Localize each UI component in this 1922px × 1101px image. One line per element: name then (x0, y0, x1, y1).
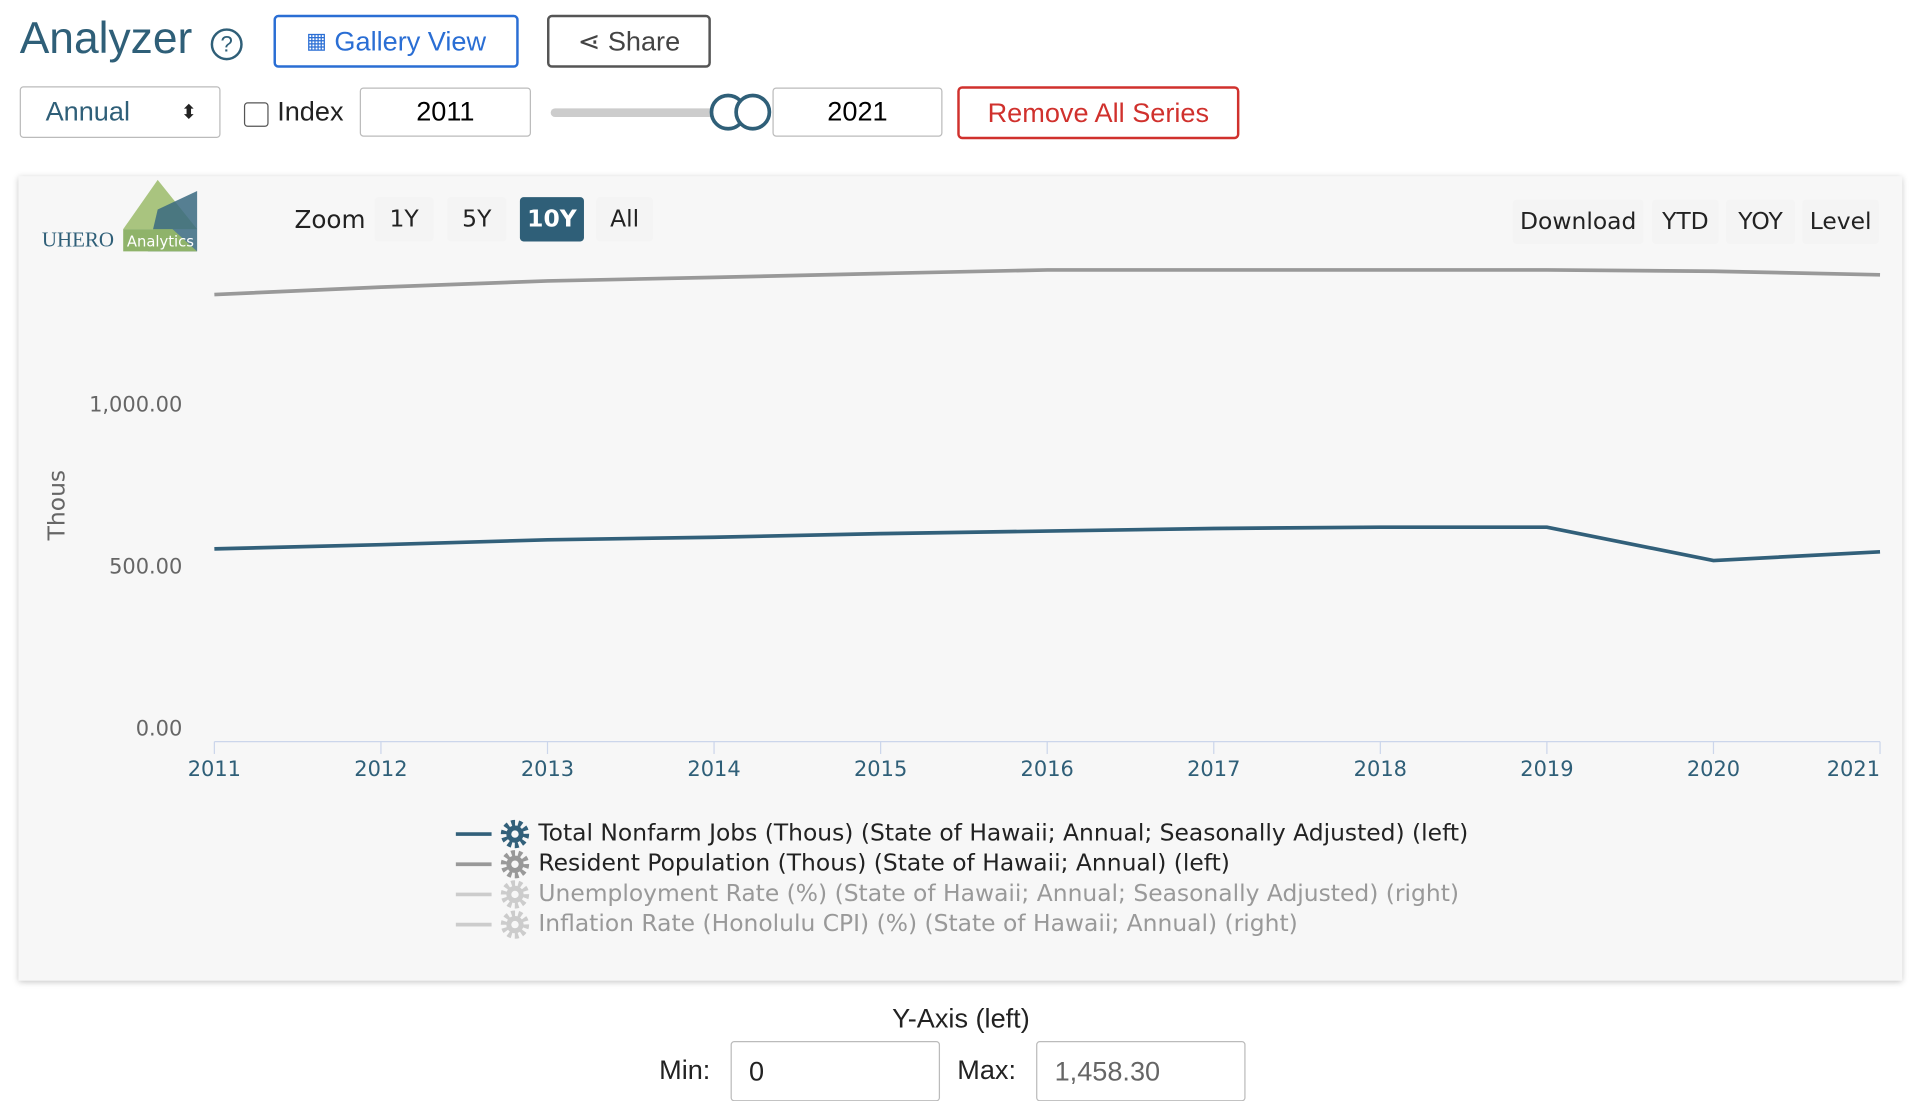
action-button[interactable]: YTD (1652, 199, 1719, 244)
x-tick-label: 2013 (521, 757, 574, 781)
y-axis-panel-title: Y-Axis (left) (892, 1002, 1030, 1034)
gallery-button[interactable]: ▦ Gallery View (273, 14, 519, 68)
legend-label: Total Nonfarm Jobs (Thous) (State of Haw… (537, 819, 1468, 847)
x-tick-label: 2021 (1827, 757, 1880, 781)
max-value: 1,458.30 (1054, 1055, 1161, 1087)
index-label: Index (277, 96, 344, 127)
x-tick-label: 2012 (354, 757, 407, 781)
chart-panel (18, 176, 1903, 981)
min-value: 0 (749, 1055, 765, 1087)
legend-label: Inflation Rate (Honolulu CPI) (%) (State… (538, 909, 1297, 937)
legend-gear (511, 830, 519, 838)
help-icon[interactable]: ? (210, 28, 243, 61)
remove-label: Remove All Series (987, 96, 1210, 128)
legend-label: Resident Population (Thous) (State of Ha… (538, 849, 1230, 877)
x-tick-label: 2017 (1187, 757, 1240, 781)
legend-gear (511, 890, 519, 899)
legend-gear (500, 910, 530, 939)
min-label: Min: (659, 1054, 711, 1086)
zoom-button[interactable]: 5Y (447, 197, 507, 242)
y-axis-title: Thous (42, 470, 70, 541)
grid-icon: ▦ (306, 28, 328, 53)
select-arrows: ⬍ (180, 102, 198, 124)
legend-gear (511, 920, 519, 929)
legend-gear (500, 850, 530, 879)
slider-handle-end[interactable] (734, 93, 772, 131)
y-tick-label: 0.00 (136, 716, 183, 740)
max-input[interactable]: 1,458.30 (1036, 1041, 1246, 1101)
page-title: Analyzer (19, 12, 193, 63)
zoom-label: Zoom (294, 204, 366, 235)
legend-label: Unemployment Rate (%) (State of Hawaii; … (538, 879, 1459, 907)
end-year: 2021 (827, 96, 888, 127)
zoom-button[interactable]: 1Y (374, 197, 434, 242)
end-year-input[interactable]: 2021 (772, 87, 943, 137)
frequency-value: Annual (45, 96, 130, 127)
action-button[interactable]: Download (1512, 199, 1644, 244)
logo-sub: Analytics (127, 234, 194, 251)
x-tick-label: 2015 (854, 757, 907, 781)
logo-shape (123, 229, 198, 252)
y-tick-label: 500.00 (109, 554, 182, 578)
frequency-select[interactable]: Annual ⬍ (19, 86, 221, 138)
gallery-label: Gallery View (334, 25, 487, 57)
series-line (214, 525, 1881, 563)
legend-gear (500, 819, 530, 849)
share-label: Share (607, 25, 681, 57)
remove-button[interactable]: Remove All Series (957, 86, 1240, 140)
min-input[interactable]: 0 (730, 1041, 941, 1101)
logo-main: UHERO (42, 227, 114, 251)
x-tick-label: 2014 (687, 757, 740, 781)
share-icon: ⋖ (577, 25, 601, 57)
y-tick-label: 1,000.00 (89, 392, 182, 416)
x-tick-label: 2011 (188, 757, 241, 781)
legend-gear (511, 860, 519, 868)
x-tick-label: 2016 (1021, 757, 1074, 781)
action-button[interactable]: Level (1802, 199, 1879, 244)
zoom-button[interactable]: All (596, 197, 653, 242)
zoom-button[interactable]: 10Y (519, 197, 584, 242)
share-button[interactable]: ⋖ Share (547, 14, 711, 68)
slider-track (550, 108, 724, 118)
series-line (214, 268, 1881, 297)
x-tick-label: 2020 (1687, 757, 1740, 781)
index-checkbox[interactable] (243, 102, 269, 127)
max-label: Max: (957, 1054, 1017, 1086)
start-year-input[interactable]: 2011 (359, 87, 531, 137)
legend-gear (500, 880, 530, 909)
x-tick-label: 2019 (1520, 757, 1573, 781)
start-year: 2011 (416, 96, 475, 127)
x-tick-label: 2018 (1354, 757, 1407, 781)
action-button[interactable]: YOY (1726, 199, 1796, 244)
